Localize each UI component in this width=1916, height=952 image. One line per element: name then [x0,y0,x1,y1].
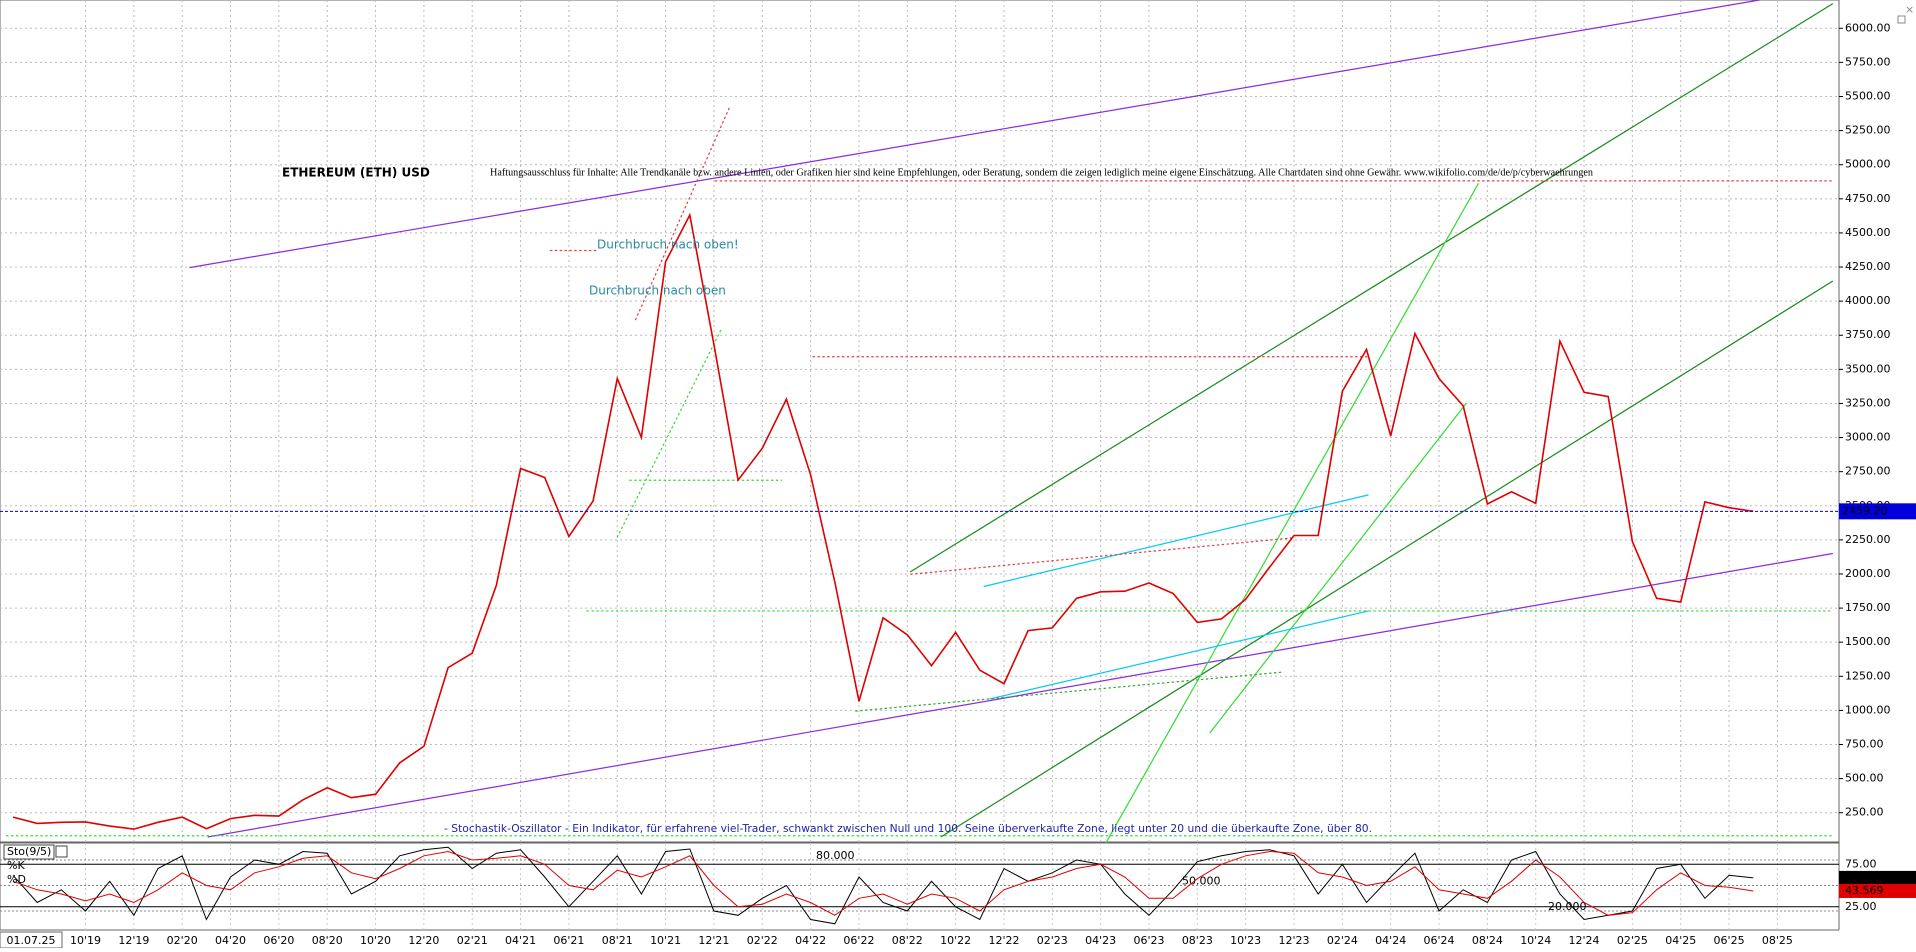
trend-line [989,610,1369,700]
legend-button [55,845,68,858]
trend-lines [6,0,1834,844]
x-tick-label: 02'21 [457,934,488,947]
x-tick-label: 02'20 [167,934,198,947]
last-value-box [1839,870,1916,885]
x-tick-label: 12'22 [988,934,1019,947]
y-tick-label: 3750.00 [1845,328,1891,341]
y-tick-label: 1750.00 [1845,601,1891,614]
trend-line [909,3,1834,573]
y-tick-label: 1250.00 [1845,669,1891,682]
x-tick-label: 06'23 [1133,934,1164,947]
y-tick-label: 25.00 [1845,900,1877,913]
y-tick-label: 4250.00 [1845,260,1891,273]
y-tick-label: 3250.00 [1845,396,1891,409]
level-label: 80.000 [816,849,855,862]
chart-title: ETHEREUM (ETH) USD [282,166,430,180]
trend-line [940,280,1834,838]
x-tick-label: 12'21 [698,934,729,947]
x-tick-label: 10'23 [1230,934,1261,947]
trend-line [207,552,1833,838]
x-tick-label: 08'23 [1182,934,1213,947]
y-tick-label: 4750.00 [1845,192,1891,205]
x-tick-label: 12'19 [118,934,149,947]
y-tick-label: 3500.00 [1845,362,1891,375]
x-tick-label: 04'20 [215,934,246,947]
annotation: Durchbruch nach oben! [597,238,739,252]
x-tick-label: 02'23 [1037,934,1068,947]
stoch-line [12,846,1754,925]
y-tick-label: 2000.00 [1845,567,1891,580]
close-icon[interactable]: × [1905,3,1914,16]
x-tick-label: 04'22 [795,934,826,947]
x-tick-label: 12'24 [1569,934,1600,947]
y-tick-label: 750.00 [1845,738,1884,751]
maximize-icon[interactable] [1897,15,1906,24]
legend-title: Sto(9/5) [7,845,51,858]
y-tick-label: 2750.00 [1845,465,1891,478]
y-axis-panel [1839,0,1916,948]
x-tick-label: 04'21 [505,934,536,947]
last-value-label: 58.94 [1845,871,1877,884]
y-tick-label: 5000.00 [1845,158,1891,171]
x-tick-label: 08'22 [892,934,923,947]
annotation: Durchbruch nach oben [589,284,726,298]
level-line [910,537,1296,575]
last-price-box [1839,503,1916,520]
x-tick-label: 06'22 [843,934,874,947]
y-tick-label: 5250.00 [1845,124,1891,137]
last-value-box [1839,883,1916,898]
x-tick-label: 08'24 [1472,934,1503,947]
y-tick-label: 6000.00 [1845,21,1891,34]
x-tick-label: 08'25 [1762,934,1793,947]
price-line [12,212,1754,830]
x-tick-label: 06'24 [1424,934,1455,947]
y-tick-label: 5750.00 [1845,55,1891,68]
level-line [855,671,1284,712]
level-label: 50.000 [1182,875,1221,888]
x-tick-label: 02'22 [747,934,778,947]
stoch-panel [0,842,1840,931]
y-tick-label: 250.00 [1845,806,1884,819]
x-tick-label: 04'23 [1085,934,1116,947]
x-tick-label: 10'22 [940,934,971,947]
y-tick-label: 3000.00 [1845,431,1891,444]
date-label: 01.07.25 [7,934,56,947]
y-tick-label: 4000.00 [1845,294,1891,307]
main-panel [0,0,1840,843]
y-tick-label: 500.00 [1845,772,1884,785]
x-tick-label: 12'20 [408,934,439,947]
x-tick-label: 06'25 [1714,934,1745,947]
y-tick-label: 5500.00 [1845,89,1891,102]
trend-line [983,494,1369,588]
x-tick-label: 06'20 [263,934,294,947]
x-tick-label: 10'19 [70,934,101,947]
legend-entry: %K [7,859,25,872]
y-tick-label: 75.00 [1845,857,1877,870]
y-tick-label: 1500.00 [1845,635,1891,648]
x-tick-label: 02'24 [1327,934,1358,947]
x-tick-label: 10'20 [360,934,391,947]
x-tick-label: 10'24 [1520,934,1551,947]
x-tick-label: 06'21 [553,934,584,947]
y-tick-label: 2250.00 [1845,533,1891,546]
x-tick-label: 08'20 [312,934,343,947]
trend-line [1209,402,1467,734]
x-tick-label: 02'25 [1617,934,1648,947]
x-tick-label: 04'24 [1375,934,1406,947]
x-tick-label: 08'21 [602,934,633,947]
legend-entry: %D [7,873,26,886]
legend-box [3,844,55,860]
y-tick-label: 4500.00 [1845,226,1891,239]
x-tick-label: 04'25 [1665,934,1696,947]
stoch-line [12,850,1754,916]
last-value-label: 43.569 [1845,884,1884,897]
trend-line [189,0,1760,269]
disclaimer: Haftungsausschluss für Inhalte: Alle Tre… [490,167,1593,178]
x-tick-label: 10'21 [650,934,681,947]
x-tick-label: 12'23 [1278,934,1309,947]
last-price-label: 2459.20 [1842,504,1888,517]
stoch-note: - Stochastik-Oszillator - Ein Indikator,… [444,822,1372,835]
y-tick-label: 1000.00 [1845,703,1891,716]
